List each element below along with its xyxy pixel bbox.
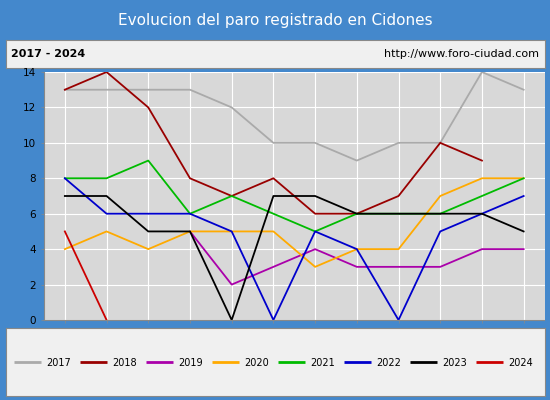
Text: Evolucion del paro registrado en Cidones: Evolucion del paro registrado en Cidones xyxy=(118,12,432,28)
Text: 2018: 2018 xyxy=(112,358,136,368)
Text: 2020: 2020 xyxy=(244,358,269,368)
Text: 2022: 2022 xyxy=(376,358,401,368)
Text: 2023: 2023 xyxy=(442,358,467,368)
Text: 2019: 2019 xyxy=(178,358,202,368)
Text: 2021: 2021 xyxy=(310,358,335,368)
Text: 2017: 2017 xyxy=(46,358,70,368)
Text: 2024: 2024 xyxy=(508,358,533,368)
Text: 2017 - 2024: 2017 - 2024 xyxy=(11,49,85,59)
Text: http://www.foro-ciudad.com: http://www.foro-ciudad.com xyxy=(384,49,539,59)
